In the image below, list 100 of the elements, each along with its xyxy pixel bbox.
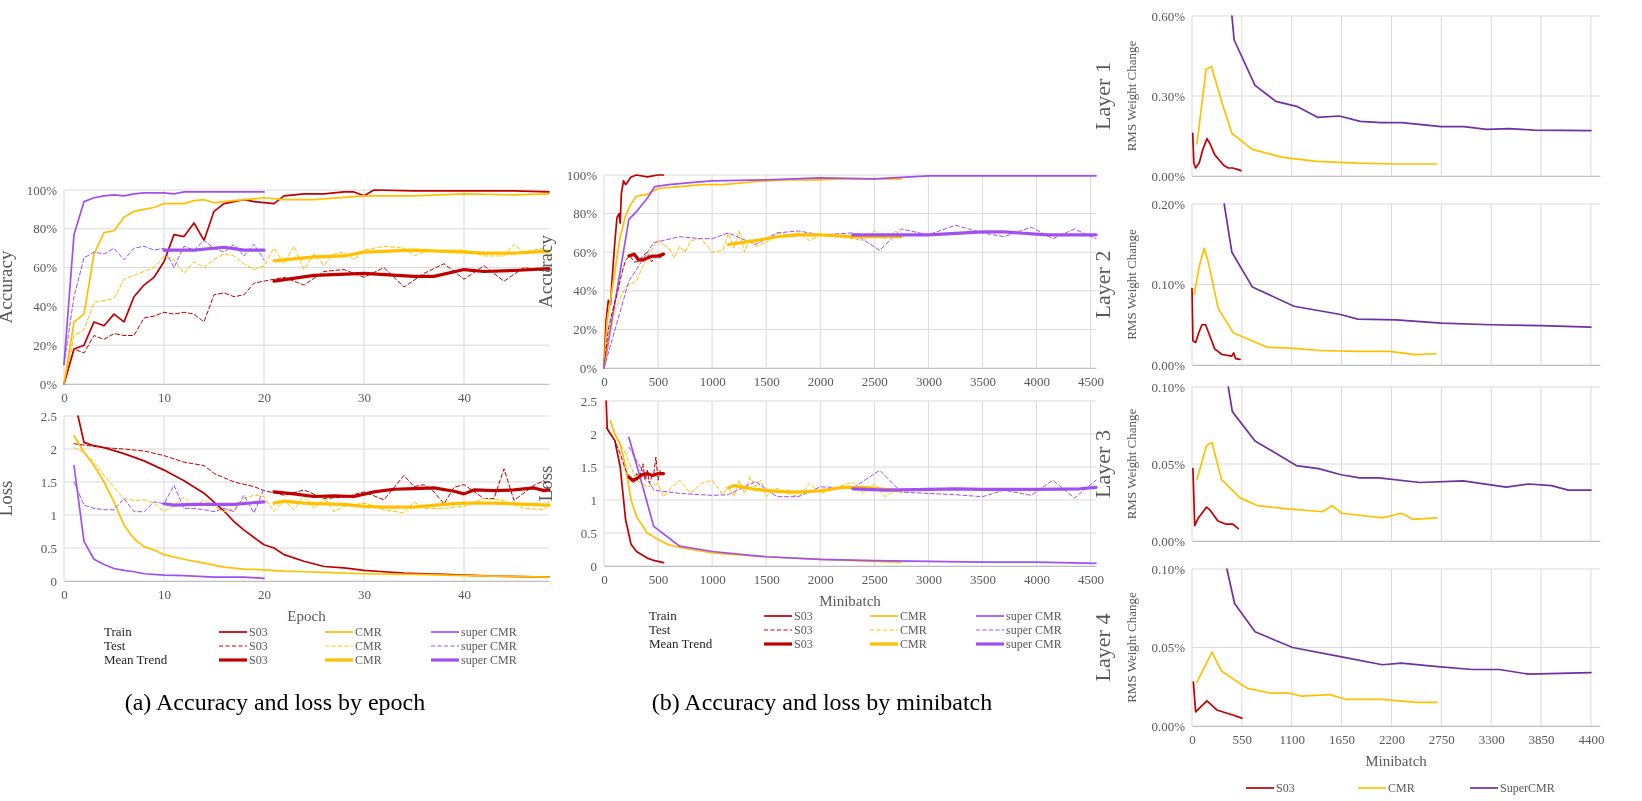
- y-axis-title: Accuracy: [0, 250, 16, 324]
- text: Train: [104, 624, 133, 639]
- text: Layer 4: [1090, 613, 1115, 682]
- x-tick-label: 550: [1232, 732, 1253, 748]
- x-tick-label: 2500: [861, 374, 888, 390]
- x-tick-label: 40: [458, 587, 471, 603]
- text: Layer 2: [1090, 250, 1115, 319]
- text: Mean Trend: [649, 636, 713, 651]
- line-series: [1196, 65, 1438, 165]
- y-tick-label: 0%: [579, 360, 598, 376]
- line-series: [1231, 15, 1592, 132]
- y-tick-label: 0.10%: [1151, 561, 1186, 577]
- y-tick-label: 0.00%: [1151, 357, 1186, 373]
- x-tick-label: 4000: [1024, 572, 1051, 588]
- x-tick-label: 1000: [699, 572, 726, 588]
- text: Test: [649, 622, 671, 637]
- text: Layer 3: [1090, 430, 1115, 498]
- y-tick-label: 2: [590, 426, 597, 442]
- x-tick-label: 20: [258, 587, 271, 603]
- x-tick-label: 500: [648, 572, 669, 588]
- y-tick-label: 0.10%: [1151, 379, 1186, 395]
- legend-label: CMR: [355, 625, 382, 639]
- y-tick-label: 1.5: [40, 474, 57, 490]
- y-axis-title: RMS Weight Change: [1124, 40, 1139, 152]
- y-tick-label: 0.5: [580, 525, 597, 541]
- legend-label: S03: [249, 639, 268, 653]
- x-tick-label: 2500: [861, 572, 888, 588]
- y-tick-label: 0: [590, 558, 597, 574]
- y-tick-label: 60%: [573, 244, 598, 260]
- y-tick-label: 0.00%: [1151, 168, 1186, 184]
- y-tick-label: 0.05%: [1151, 456, 1186, 472]
- line-series: [73, 464, 265, 580]
- y-tick-label: 0.00%: [1151, 533, 1186, 549]
- x-tick-label: 1650: [1329, 732, 1356, 748]
- y-tick-label: 0.20%: [1151, 196, 1186, 212]
- x-tick-label: 10: [158, 587, 171, 603]
- y-tick-label: 1.5: [580, 459, 597, 475]
- x-tick-label: 1500: [753, 572, 780, 588]
- x-tick-label: 4000: [1024, 374, 1051, 390]
- y-axis-title: RMS Weight Change: [1124, 408, 1139, 520]
- x-tick-label: 3500: [969, 572, 996, 588]
- y-axis-title: Accuracy: [535, 234, 556, 308]
- x-tick-label: 30: [358, 587, 371, 603]
- x-tick-label: 30: [358, 390, 371, 406]
- y-axis-title: RMS Weight Change: [1124, 591, 1139, 703]
- x-tick-label: 2750: [1428, 732, 1455, 748]
- y-tick-label: 20%: [33, 337, 58, 353]
- y-tick-label: 0.30%: [1151, 88, 1186, 104]
- x-tick-label: 20: [258, 390, 271, 406]
- y-tick-label: 80%: [33, 221, 58, 237]
- line-series: [1223, 203, 1592, 329]
- y-tick-label: 0.10%: [1151, 277, 1186, 293]
- y-tick-label: 0.05%: [1151, 640, 1186, 656]
- line-series: [628, 436, 1097, 565]
- line-series: [1226, 568, 1592, 676]
- y-tick-label: 100%: [566, 167, 598, 183]
- y-tick-label: 2: [50, 441, 57, 457]
- x-tick-label: 1500: [753, 374, 780, 390]
- line-series: [1192, 467, 1240, 530]
- legend-label: S03: [1276, 781, 1295, 795]
- x-tick-label: 4400: [1578, 732, 1605, 748]
- x-tick-label: 0: [601, 572, 608, 588]
- x-tick-label: 4500: [1078, 374, 1105, 390]
- x-tick-label: 0: [1189, 732, 1196, 748]
- y-axis-title: RMS Weight Change: [1124, 228, 1139, 340]
- x-tick-label: 2000: [807, 572, 834, 588]
- x-tick-label: 0: [601, 374, 608, 390]
- text: (a) Accuracy and loss by epoch: [124, 689, 426, 715]
- x-tick-label: 0: [61, 390, 68, 406]
- x-tick-label: 2000: [807, 374, 834, 390]
- text: Layer 1: [1090, 62, 1115, 130]
- x-tick-label: 500: [648, 374, 669, 390]
- x-tick-label: 4500: [1078, 572, 1105, 588]
- y-axis-title: Loss: [0, 480, 16, 517]
- x-tick-label: 1100: [1279, 732, 1305, 748]
- legend-label: CMR: [355, 639, 382, 653]
- legend-label: super CMR: [1006, 609, 1062, 623]
- x-tick-label: 3500: [969, 374, 996, 390]
- x-tick-label: 10: [158, 390, 171, 406]
- line-series: [1192, 681, 1243, 719]
- y-axis-title: Loss: [535, 465, 556, 502]
- line-series: [1196, 651, 1438, 704]
- legend-label: CMR: [900, 623, 927, 637]
- y-tick-label: 40%: [33, 299, 58, 315]
- line-series: [1191, 132, 1242, 172]
- x-tick-label: 3850: [1528, 732, 1555, 748]
- x-axis-title: Minibatch: [1365, 753, 1428, 769]
- x-tick-label: 3300: [1478, 732, 1505, 748]
- legend-label: CMR: [355, 653, 382, 667]
- x-axis-title: Epoch: [287, 608, 327, 624]
- text: Train: [649, 608, 678, 623]
- line-series: [1191, 287, 1241, 361]
- legend-label: CMR: [900, 637, 927, 651]
- legend-label: S03: [249, 625, 268, 639]
- x-tick-label: 0: [61, 587, 68, 603]
- y-tick-label: 60%: [33, 260, 58, 276]
- legend-label: S03: [249, 653, 268, 667]
- y-tick-label: 0.60%: [1151, 8, 1186, 24]
- y-tick-label: 100%: [26, 182, 58, 198]
- x-tick-label: 40: [458, 390, 471, 406]
